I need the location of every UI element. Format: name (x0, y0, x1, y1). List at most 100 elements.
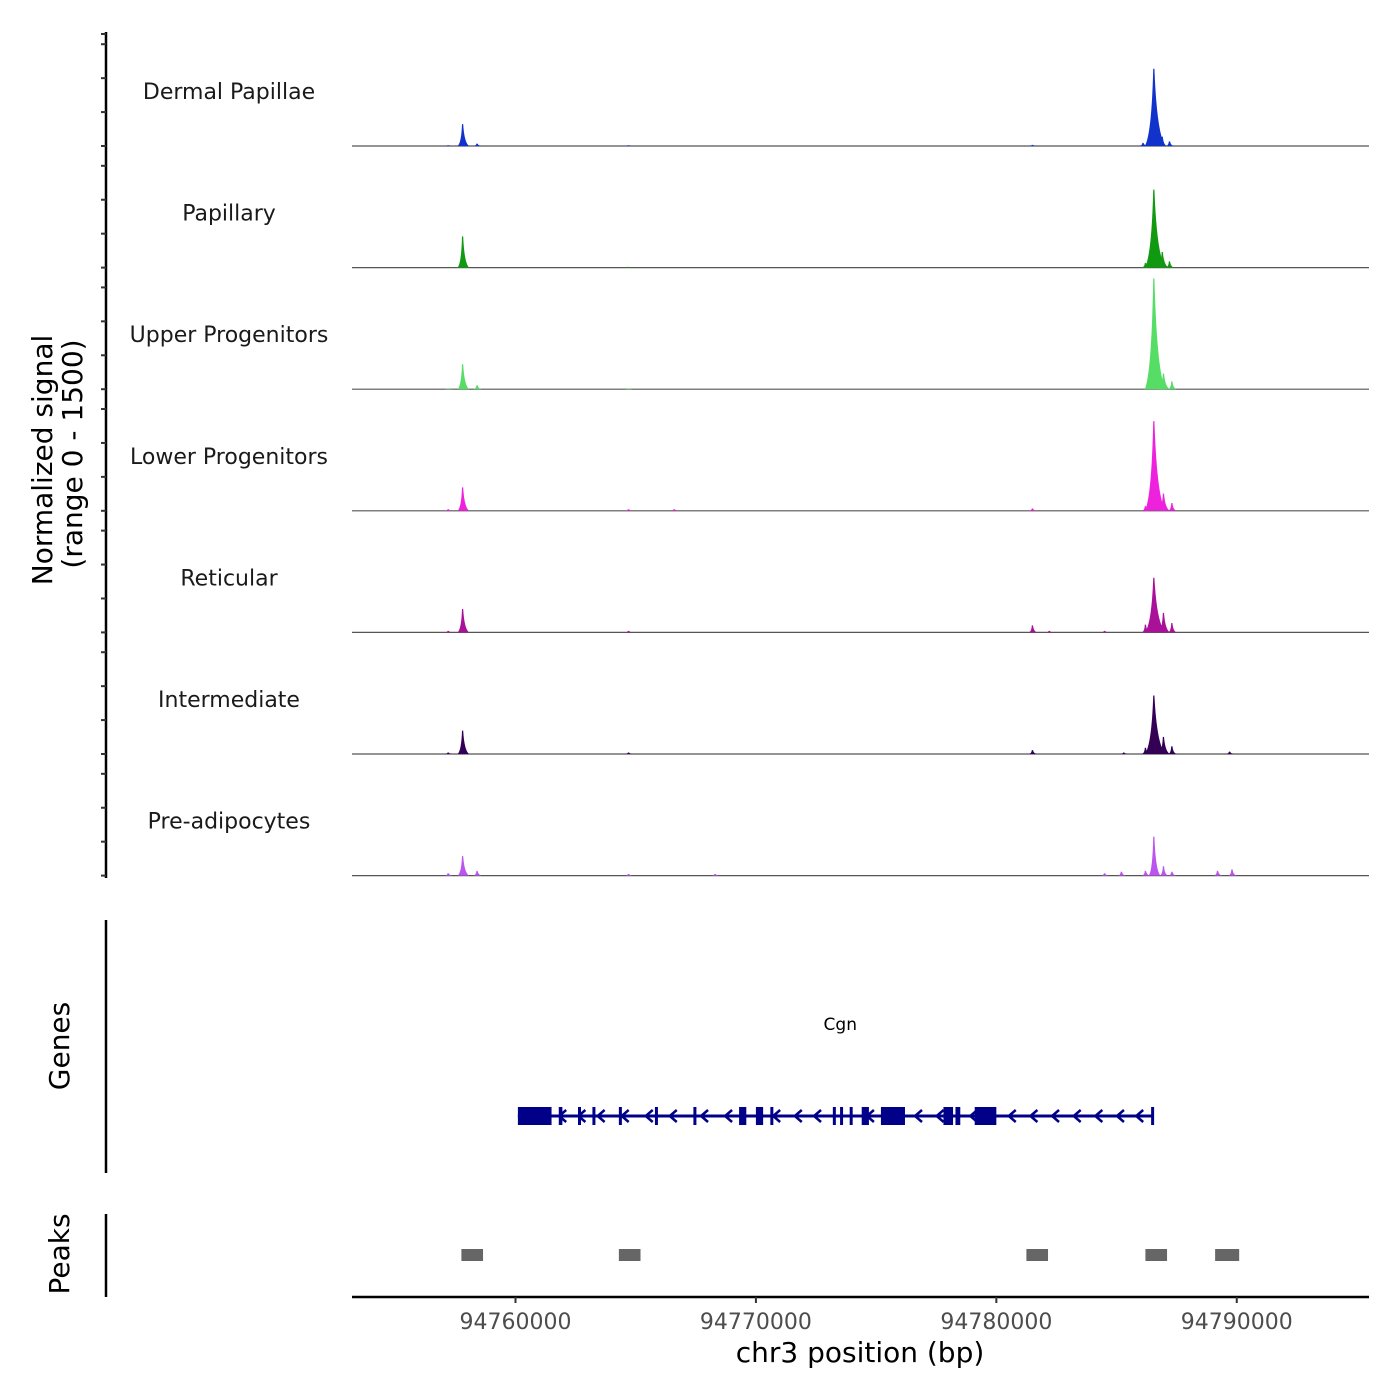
signal-peak (473, 143, 482, 146)
signal-peak (457, 364, 470, 390)
signal-peak (1168, 381, 1177, 390)
peaks-axis-title: Peaks (43, 1213, 76, 1294)
gene-strand-arrow (1028, 1109, 1039, 1123)
signal-peak (1141, 747, 1150, 754)
signal-peak (1158, 493, 1170, 511)
signal-peak (444, 145, 453, 146)
coverage-tracks: Dermal Papillae Papillary Upper Progenitor… (130, 68, 1369, 877)
gene-exon (840, 1107, 844, 1125)
gene-exon (693, 1107, 697, 1125)
x-tick-label: 94790000 (1181, 1310, 1293, 1335)
signal-peak (1165, 141, 1174, 146)
gene-name-label: Cgn (824, 1015, 857, 1035)
gene-strand-arrow (934, 1109, 945, 1123)
gene-strand-arrow (1115, 1109, 1125, 1123)
x-tick-label: 94770000 (700, 1310, 812, 1335)
gene-strand-arrow (1050, 1109, 1060, 1123)
gene-strand-arrow (968, 1109, 979, 1123)
gene-strand-arrow (792, 1109, 803, 1123)
gene-exon (654, 1107, 658, 1125)
signal-peak (1214, 870, 1223, 876)
signal-peak (670, 509, 679, 511)
gene-exon (517, 1107, 552, 1125)
signal-peak (1158, 612, 1170, 633)
signal-peak (473, 870, 482, 876)
signal-peak (1158, 136, 1167, 146)
signal-peak (624, 752, 634, 754)
signal-peak (1028, 508, 1037, 511)
y-axis-title-line1: Normalized signal (26, 335, 59, 586)
signal-peak (1120, 752, 1129, 754)
gene-exon (849, 1107, 853, 1125)
signal-peak (1144, 577, 1166, 633)
gene-strand-arrow (864, 1109, 875, 1123)
gene-strand-arrow (699, 1109, 709, 1123)
signal-peak (473, 385, 482, 390)
track-upper-progenitors: Upper Progenitors (130, 278, 1369, 390)
gene-exon (943, 1107, 954, 1125)
gene-exon (755, 1107, 764, 1125)
signal-peak (1148, 836, 1161, 876)
signal-peak (1141, 870, 1150, 876)
signal-peak (1158, 373, 1170, 390)
signal-peak (444, 266, 453, 268)
track-intermediate: Intermediate (158, 688, 1369, 755)
signal-y-axis (101, 32, 108, 878)
signal-peak (457, 609, 470, 633)
signal-peak (1158, 736, 1170, 754)
signal-peak (457, 236, 470, 268)
signal-peak (1157, 252, 1169, 268)
signal-peak (624, 630, 634, 633)
y-axis-title-line2: (range 0 - 1500) (56, 339, 89, 568)
signal-peak (1101, 630, 1110, 633)
gene-exon (832, 1107, 836, 1125)
gene-strand-arrow (1134, 1109, 1145, 1123)
gene-exon (974, 1107, 997, 1125)
signal-peak (1168, 623, 1177, 633)
track-reticular: Reticular (180, 566, 1369, 634)
gene-strand-arrow (667, 1109, 678, 1123)
peak-track (104, 1214, 1240, 1297)
signal-peak (1117, 871, 1126, 876)
track-pre-adipocytes: Pre-adipocytes (148, 810, 1369, 877)
signal-peak (1144, 189, 1166, 268)
signal-peak (1141, 624, 1150, 633)
gene-strand-arrow (812, 1109, 822, 1123)
x-tick-label: 94760000 (459, 1310, 571, 1335)
signal-peak (1045, 630, 1054, 633)
peak-region (461, 1249, 484, 1261)
signal-peak (444, 752, 453, 754)
x-axis: 94760000 94770000 94780000 94790000 (352, 1295, 1369, 1335)
track-label: Pre-adipocytes (148, 810, 311, 835)
track-label: Papillary (182, 202, 276, 227)
track-label: Reticular (180, 566, 278, 591)
x-axis-title: chr3 position (bp) (736, 1336, 985, 1369)
signal-peak (1028, 144, 1037, 146)
signal-peak (1168, 871, 1177, 876)
signal-peak (624, 874, 634, 876)
gene-exon (880, 1107, 905, 1125)
x-tick-label: 94780000 (940, 1310, 1052, 1335)
signal-peak (457, 856, 470, 876)
gene-track: Cgn (104, 920, 1155, 1173)
signal-peak (457, 124, 470, 146)
gene-strand-arrow (643, 1109, 654, 1123)
signal-peak (1165, 261, 1174, 268)
signal-peak (1144, 695, 1166, 754)
gene-strand-arrow (1006, 1109, 1017, 1123)
signal-peak (624, 388, 634, 390)
signal-peak (457, 730, 470, 754)
signal-peak (444, 509, 453, 511)
signal-peak (711, 874, 720, 876)
track-lower-progenitors: Lower Progenitors (130, 421, 1369, 512)
signal-peak (1144, 278, 1166, 390)
peak-region (1145, 1249, 1168, 1261)
signal-peak (1144, 421, 1166, 511)
genes-axis-title: Genes (43, 1002, 76, 1090)
signal-peak (624, 145, 634, 146)
gene-strand-arrow (595, 1109, 606, 1123)
gene-strand-arrow (619, 1109, 630, 1123)
track-label: Dermal Papillae (143, 80, 315, 105)
signal-peak (444, 388, 453, 390)
